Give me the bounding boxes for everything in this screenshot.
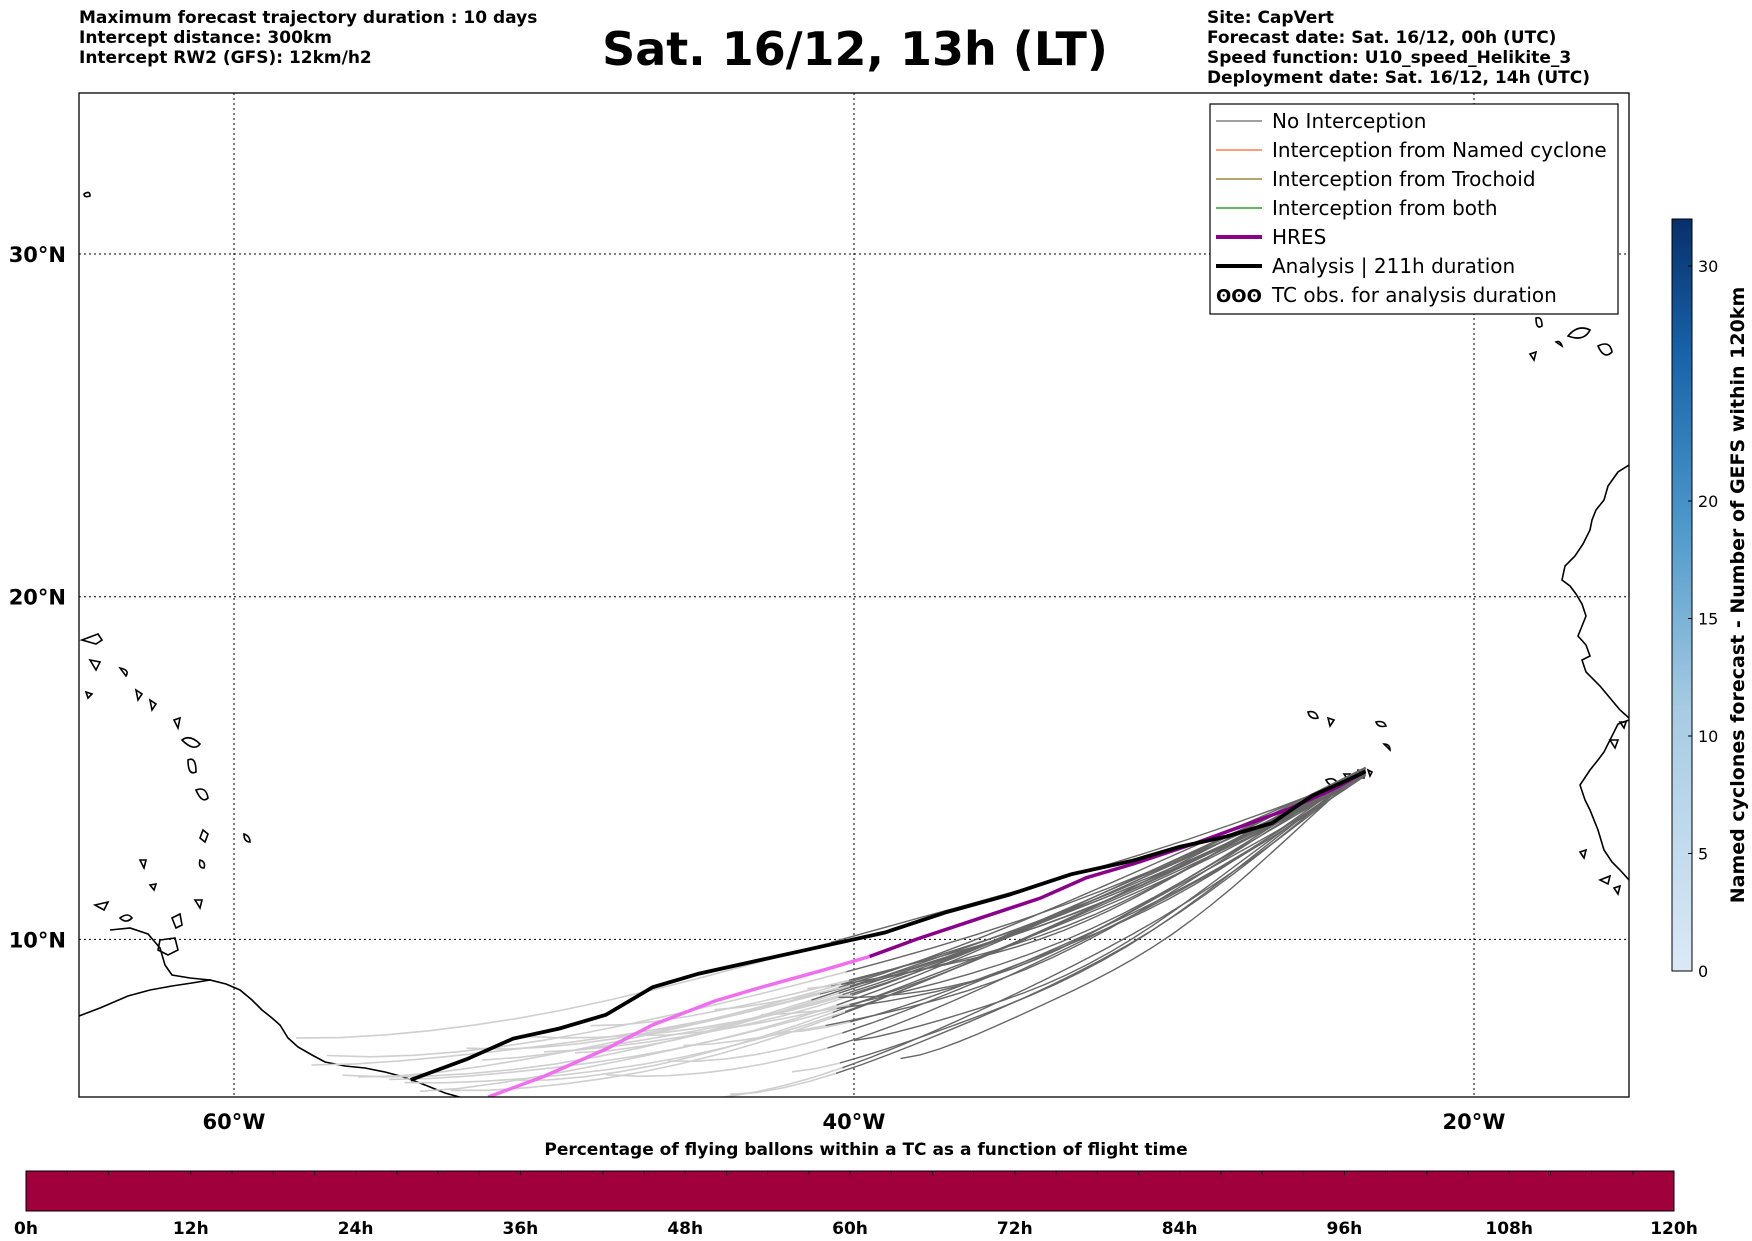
ensemble-track-late [311, 986, 839, 1066]
coastlines [79, 191, 1629, 1097]
ensemble-track-late [729, 1072, 837, 1096]
colorbar-bottom-tick-label: 0h [14, 1219, 38, 1239]
site-name: Site: CapVert [1207, 8, 1334, 28]
canary-islands [1528, 316, 1613, 362]
ensemble-track [839, 767, 1366, 1064]
param-intercept-distance: Intercept distance: 300km [79, 28, 332, 48]
ensemble-track [819, 766, 1366, 995]
forecast-parameters: Maximum forecast trajectory duration : 1… [79, 8, 537, 68]
colorbar-right-tick-label: 15 [1698, 610, 1718, 629]
param-intercept-rw2: Intercept RW2 (GFS): 12km/h2 [79, 48, 372, 68]
page-title: Sat. 16/12, 13h (LT) [602, 22, 1108, 76]
site-info: Site: CapVert Forecast date: Sat. 16/12,… [1207, 8, 1590, 88]
ensemble-track-late [715, 1067, 843, 1097]
ensemble-track-late [667, 1032, 843, 1063]
colorbar-right-tick-label: 10 [1698, 727, 1718, 746]
map-frame [78, 92, 1630, 1098]
ensemble-track-late [466, 983, 842, 1050]
colorbar-bottom-label: Percentage of flying ballons within a TC… [544, 1140, 1187, 1160]
ensemble-track-late [388, 1004, 837, 1081]
param-max-duration: Maximum forecast trajectory duration : 1… [79, 8, 538, 28]
colorbar-right-tick-label: 0 [1698, 962, 1708, 981]
forecast-date: Forecast date: Sat. 16/12, 00h (UTC) [1207, 28, 1557, 48]
africa-coastline [1561, 464, 1629, 881]
axis-tick-labels: 60°W 40°W 20°W 30°N 20°N 10°N [9, 243, 1506, 1134]
colorbar-bottom-tick-label: 84h [1162, 1219, 1198, 1239]
colorbar-bottom-tick-label: 72h [997, 1219, 1033, 1239]
ensemble-track-late [404, 1010, 846, 1084]
lat-tick-label: 30°N [9, 243, 66, 267]
colorbar-bottom-tick-label: 12h [173, 1219, 209, 1239]
lon-tick-label: 60°W [203, 1110, 266, 1134]
ensemble-track [842, 770, 1366, 1034]
ensemble-track-late [605, 1047, 828, 1078]
ensemble-track-late [528, 993, 843, 1039]
colorbar-bottom-fill [25, 1170, 1675, 1212]
trajectory-tracks [295, 766, 1367, 1097]
ensemble-track [900, 767, 1366, 1060]
colorbar-right-tick-label: 5 [1698, 845, 1708, 864]
ensemble-track-late [481, 993, 851, 1061]
lon-tick-label: 20°W [1443, 1110, 1506, 1134]
colorbar-bottom-tick-label: 48h [667, 1219, 703, 1239]
lat-tick-label: 10°N [9, 928, 66, 952]
legend-label: Interception from Named cyclone [1272, 138, 1607, 162]
ensemble-track [840, 769, 1366, 986]
analysis-track [410, 769, 1367, 1082]
legend-label: HRES [1272, 225, 1326, 249]
ensemble-track-late [295, 941, 832, 1039]
deployment-date: Deployment date: Sat. 16/12, 14h (UTC) [1207, 68, 1591, 88]
colorbar-bottom-tick-label: 120h [1650, 1219, 1698, 1239]
colorbar-bottom-tick-label: 24h [338, 1219, 374, 1239]
legend-label: TC obs. for analysis duration [1271, 283, 1557, 307]
ensemble-track-late [791, 1062, 840, 1073]
legend-label: Interception from both [1272, 196, 1498, 220]
legend: No Interception Interception from Named c… [1209, 103, 1619, 315]
lesser-antilles-coastline [79, 191, 251, 930]
ensemble-track [838, 770, 1366, 989]
ensemble-track-late [326, 971, 847, 1058]
ensemble-track-late [574, 992, 839, 1054]
colorbar-right-fill [1671, 218, 1693, 972]
cape-verde-islands [1307, 710, 1391, 787]
legend-label: No Interception [1272, 109, 1426, 133]
ensemble-track [830, 773, 1366, 944]
colorbar-bottom-tick-label: 36h [503, 1219, 539, 1239]
ensemble-track-late [590, 979, 849, 1027]
legend-label: Analysis | 211h duration [1272, 254, 1515, 278]
legend-label: Interception from Trochoid [1272, 167, 1536, 191]
legend-box [1209, 103, 1619, 315]
ensemble-track-late [419, 1003, 854, 1093]
colorbar-right-tick-label: 20 [1698, 492, 1718, 511]
paria-coastline [109, 927, 211, 981]
colorbar-bottom-tick-label: 108h [1485, 1219, 1533, 1239]
colorbar-bottom-tick-label: 96h [1327, 1219, 1363, 1239]
ensemble-track [842, 770, 1366, 1069]
trinidad-coastline [157, 937, 179, 956]
ensemble-track [825, 769, 1366, 1027]
colorbar-right-label: Named cyclones forecast - Number of GEFS… [1727, 287, 1749, 904]
lon-tick-label: 40°W [823, 1110, 886, 1134]
lat-tick-label: 20°N [9, 586, 66, 610]
tc-symbol-icon: ʘʘʘ [1216, 286, 1262, 307]
hres-track-late [487, 954, 870, 1097]
colorbar-bottom-tick-label: 60h [832, 1219, 868, 1239]
africa-islands [1578, 721, 1628, 896]
bottom-colorbar: Percentage of flying ballons within a TC… [14, 1140, 1698, 1239]
colorbar-right-tick-label: 30 [1698, 257, 1718, 276]
right-colorbar: 0 5 10 15 20 30 Named cyclones forecast - Num… [1671, 218, 1749, 981]
ensemble-track-late [776, 1021, 851, 1034]
speed-function: Speed function: U10_speed_Helikite_3 [1207, 48, 1572, 68]
